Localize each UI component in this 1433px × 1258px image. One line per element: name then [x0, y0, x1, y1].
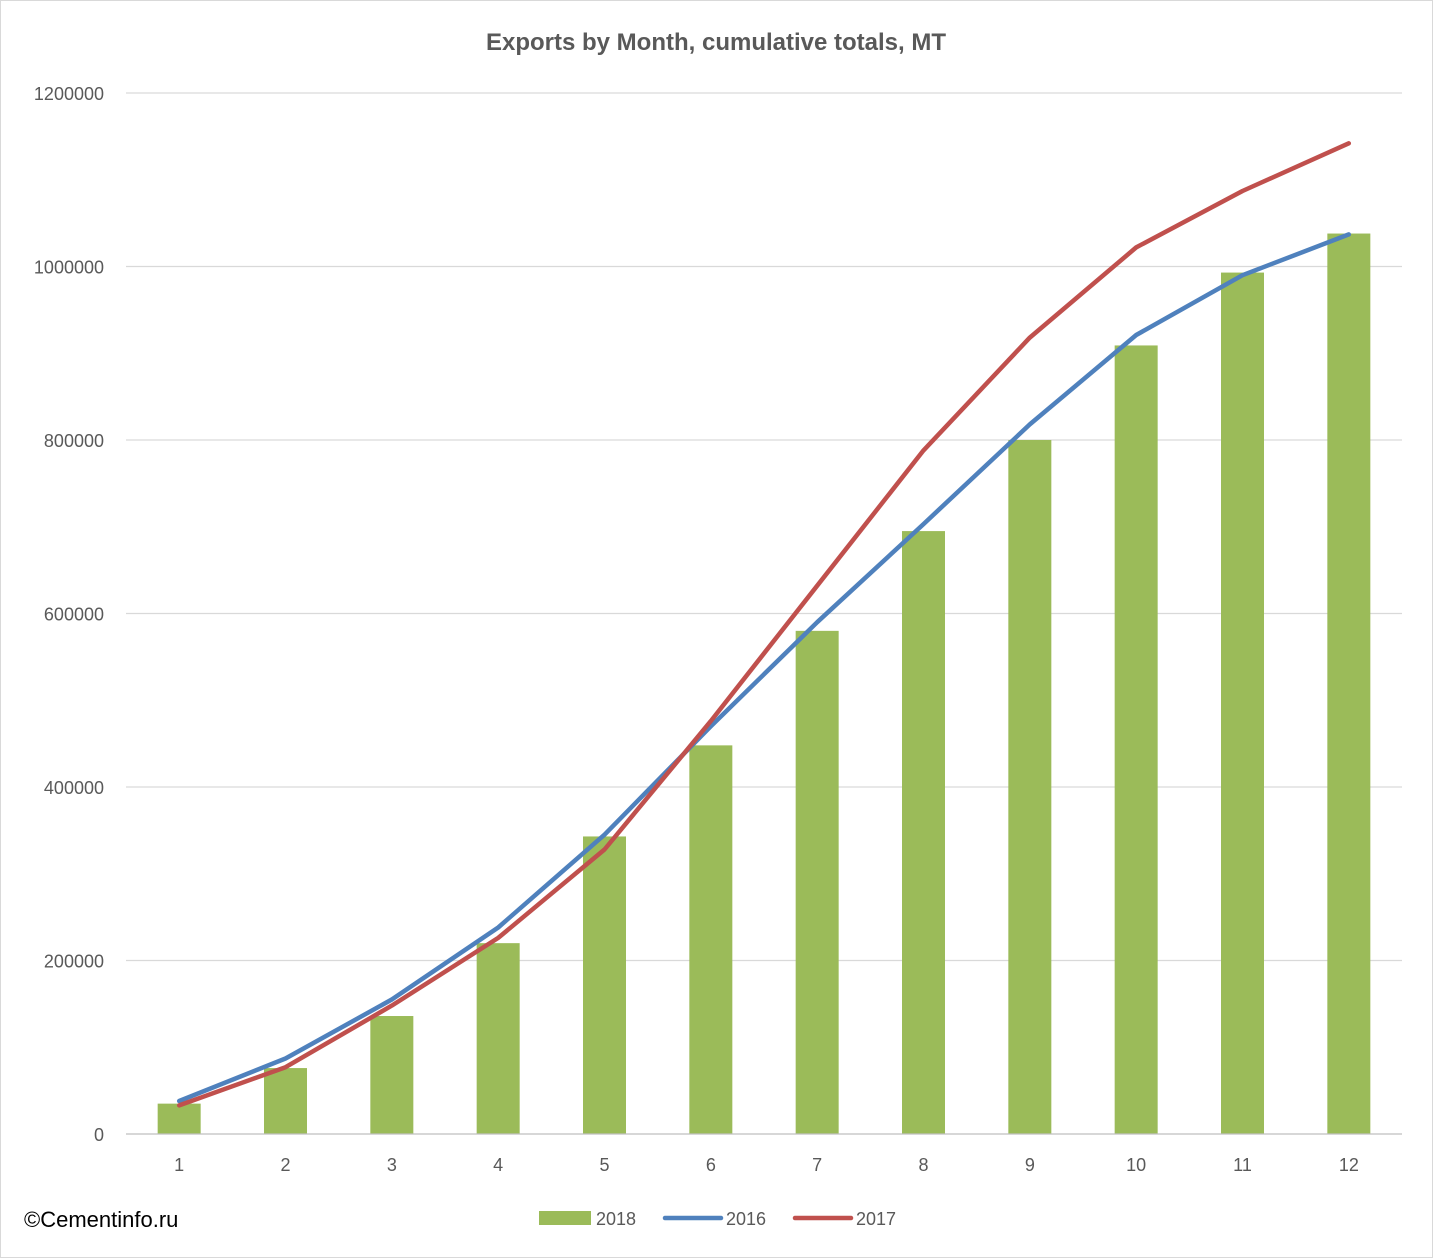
chart-title: Exports by Month, cumulative totals, MT [486, 29, 946, 56]
bar-series [157, 233, 1371, 1134]
bar-2018 [1008, 440, 1052, 1134]
bar-2018 [1327, 233, 1371, 1134]
x-tick-label: 3 [387, 1155, 397, 1175]
bar-2018 [583, 836, 626, 1134]
bar-2018 [902, 531, 945, 1134]
bar-2018 [476, 943, 520, 1134]
bar-2018 [689, 745, 733, 1134]
y-tick-label: 200000 [44, 952, 104, 972]
y-axis-ticks: 0 200000 400000 600000 800000 1000000 1200000 [34, 84, 104, 1145]
y-tick-label: 1200000 [34, 84, 104, 104]
legend: 2018 2016 2017 [539, 1209, 896, 1229]
x-tick-label: 10 [1126, 1155, 1146, 1175]
y-tick-label: 1000000 [34, 258, 104, 278]
x-tick-label: 5 [599, 1155, 609, 1175]
legend-label-2016: 2016 [726, 1209, 766, 1229]
x-tick-label: 1 [174, 1155, 184, 1175]
y-tick-label: 600000 [44, 605, 104, 625]
line-series [176, 141, 1352, 1108]
x-axis-ticks: 1 2 3 4 5 6 7 8 9 10 11 12 [174, 1155, 1359, 1175]
x-tick-label: 9 [1025, 1155, 1035, 1175]
bar-2018 [795, 630, 839, 1134]
x-tick-label: 7 [812, 1155, 822, 1175]
bar-2018 [370, 1016, 414, 1134]
legend-swatch-2018 [539, 1211, 591, 1225]
credit-text: ©Cementinfo.ru [24, 1207, 178, 1232]
bar-2018 [157, 1103, 201, 1134]
line-2016 [176, 232, 1352, 1104]
x-tick-label: 2 [280, 1155, 290, 1175]
x-tick-label: 12 [1339, 1155, 1359, 1175]
y-tick-label: 400000 [44, 778, 104, 798]
legend-label-2017: 2017 [856, 1209, 896, 1229]
line-2017 [176, 141, 1352, 1108]
bar-2018 [264, 1068, 307, 1134]
x-tick-label: 8 [918, 1155, 928, 1175]
x-tick-label: 4 [493, 1155, 503, 1175]
legend-label-2018: 2018 [596, 1209, 636, 1229]
gridlines [126, 92, 1402, 962]
bar-2018 [1221, 272, 1264, 1134]
y-tick-label: 800000 [44, 431, 104, 451]
x-tick-label: 11 [1233, 1155, 1252, 1175]
bar-2018 [1114, 345, 1158, 1134]
y-tick-label: 0 [94, 1125, 104, 1145]
x-tick-label: 6 [706, 1155, 716, 1175]
